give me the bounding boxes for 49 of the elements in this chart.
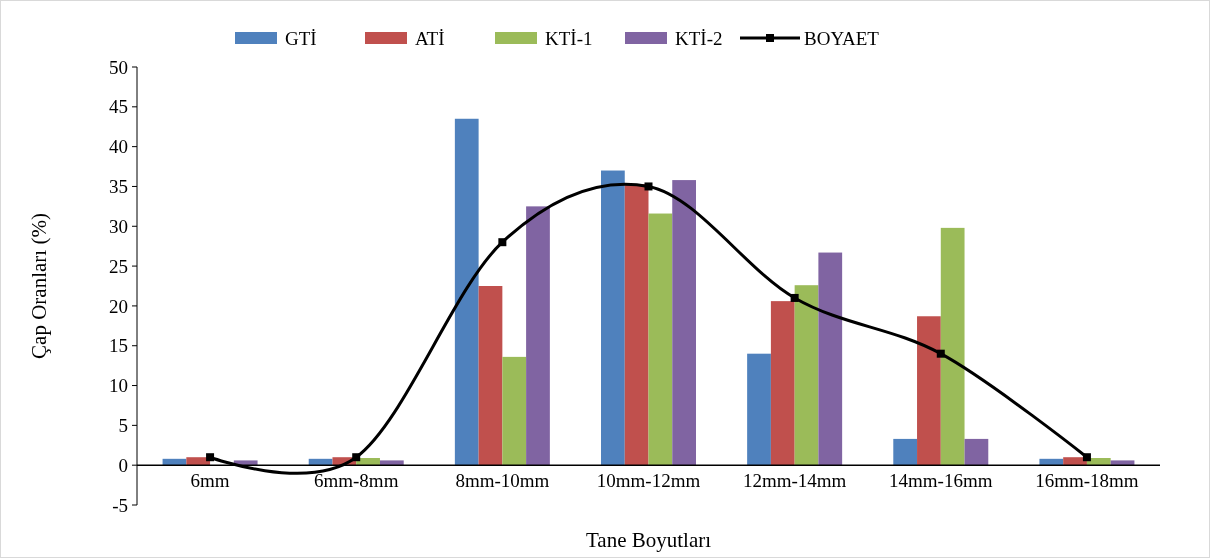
y-tick-label: 10 [109, 375, 128, 397]
y-tick-label: 45 [109, 96, 128, 118]
bar [818, 252, 843, 466]
bar [624, 184, 649, 466]
y-tick-label: -5 [112, 494, 128, 516]
bar [893, 438, 918, 466]
bar [747, 353, 771, 466]
point [352, 453, 361, 462]
legend-label: KTİ-1 [545, 27, 593, 49]
x-tick-label: 8mm-10mm [455, 470, 550, 492]
x-tick-label: 16mm-18mm [1035, 470, 1139, 492]
point [498, 238, 507, 247]
point [644, 182, 653, 191]
y-tick-label: 30 [109, 215, 128, 237]
bar [917, 316, 941, 466]
legend-label: ATİ [415, 27, 445, 49]
y-tick-label: 50 [109, 56, 128, 78]
bar [601, 170, 625, 466]
legend-label: GTİ [285, 27, 317, 49]
y-tick-label: 40 [109, 136, 128, 158]
x-axis-title: Tane Boyutları [585, 528, 712, 552]
x-tick-label: 6mm [190, 470, 230, 492]
bar [940, 227, 965, 466]
bar [526, 206, 550, 466]
legend-label: BOYAET [804, 27, 880, 49]
point [936, 349, 945, 358]
bar [454, 118, 479, 466]
y-tick-label: 5 [118, 415, 128, 437]
y-tick-label: 15 [109, 335, 128, 357]
point [1082, 453, 1091, 462]
y-axis-title: Çap Oranları (%) [27, 213, 51, 359]
y-tick-label: 0 [118, 454, 128, 476]
bar [794, 285, 819, 466]
bar [478, 286, 503, 466]
y-tick-label: 20 [109, 295, 128, 317]
y-tick-label: 35 [109, 176, 128, 198]
bar [964, 438, 989, 466]
bar [502, 356, 527, 466]
bar [648, 213, 673, 466]
bar [672, 180, 696, 466]
x-tick-label: 14mm-16mm [889, 470, 993, 492]
point [206, 453, 215, 462]
x-tick-label: 10mm-12mm [596, 470, 701, 492]
legend-label: KTİ-2 [675, 27, 723, 49]
x-tick-label: 12mm-14mm [742, 470, 847, 492]
y-tick-label: 25 [109, 255, 128, 277]
x-tick-label: 6mm-8mm [313, 470, 399, 492]
bar [770, 301, 795, 466]
point [790, 293, 799, 302]
